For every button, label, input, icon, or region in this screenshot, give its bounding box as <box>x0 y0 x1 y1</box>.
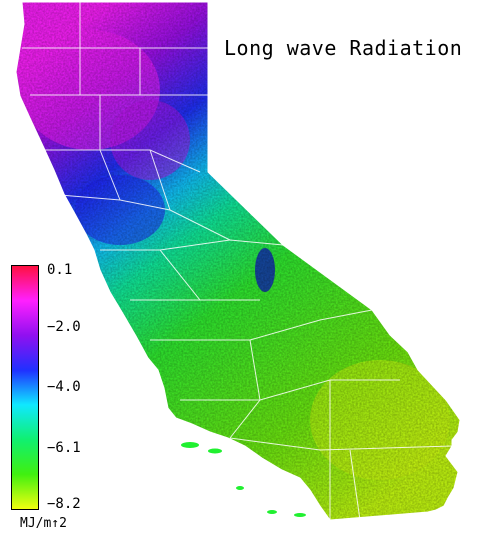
legend-tick-label: −4.0 <box>47 379 81 395</box>
color-scale-bar <box>11 265 39 510</box>
state-outline <box>15 1 461 521</box>
county-boundaries <box>22 2 453 521</box>
map-title: Long wave Radiation <box>224 36 463 60</box>
channel-islands <box>181 442 306 517</box>
legend-tick-label: 0.1 <box>47 262 73 278</box>
legend-tick-label: −2.0 <box>47 319 81 335</box>
legend-tick-label: −8.2 <box>47 496 81 512</box>
legend-unit-label: MJ/m↑2 <box>20 516 67 531</box>
legend-tick-label: −6.1 <box>47 440 81 456</box>
